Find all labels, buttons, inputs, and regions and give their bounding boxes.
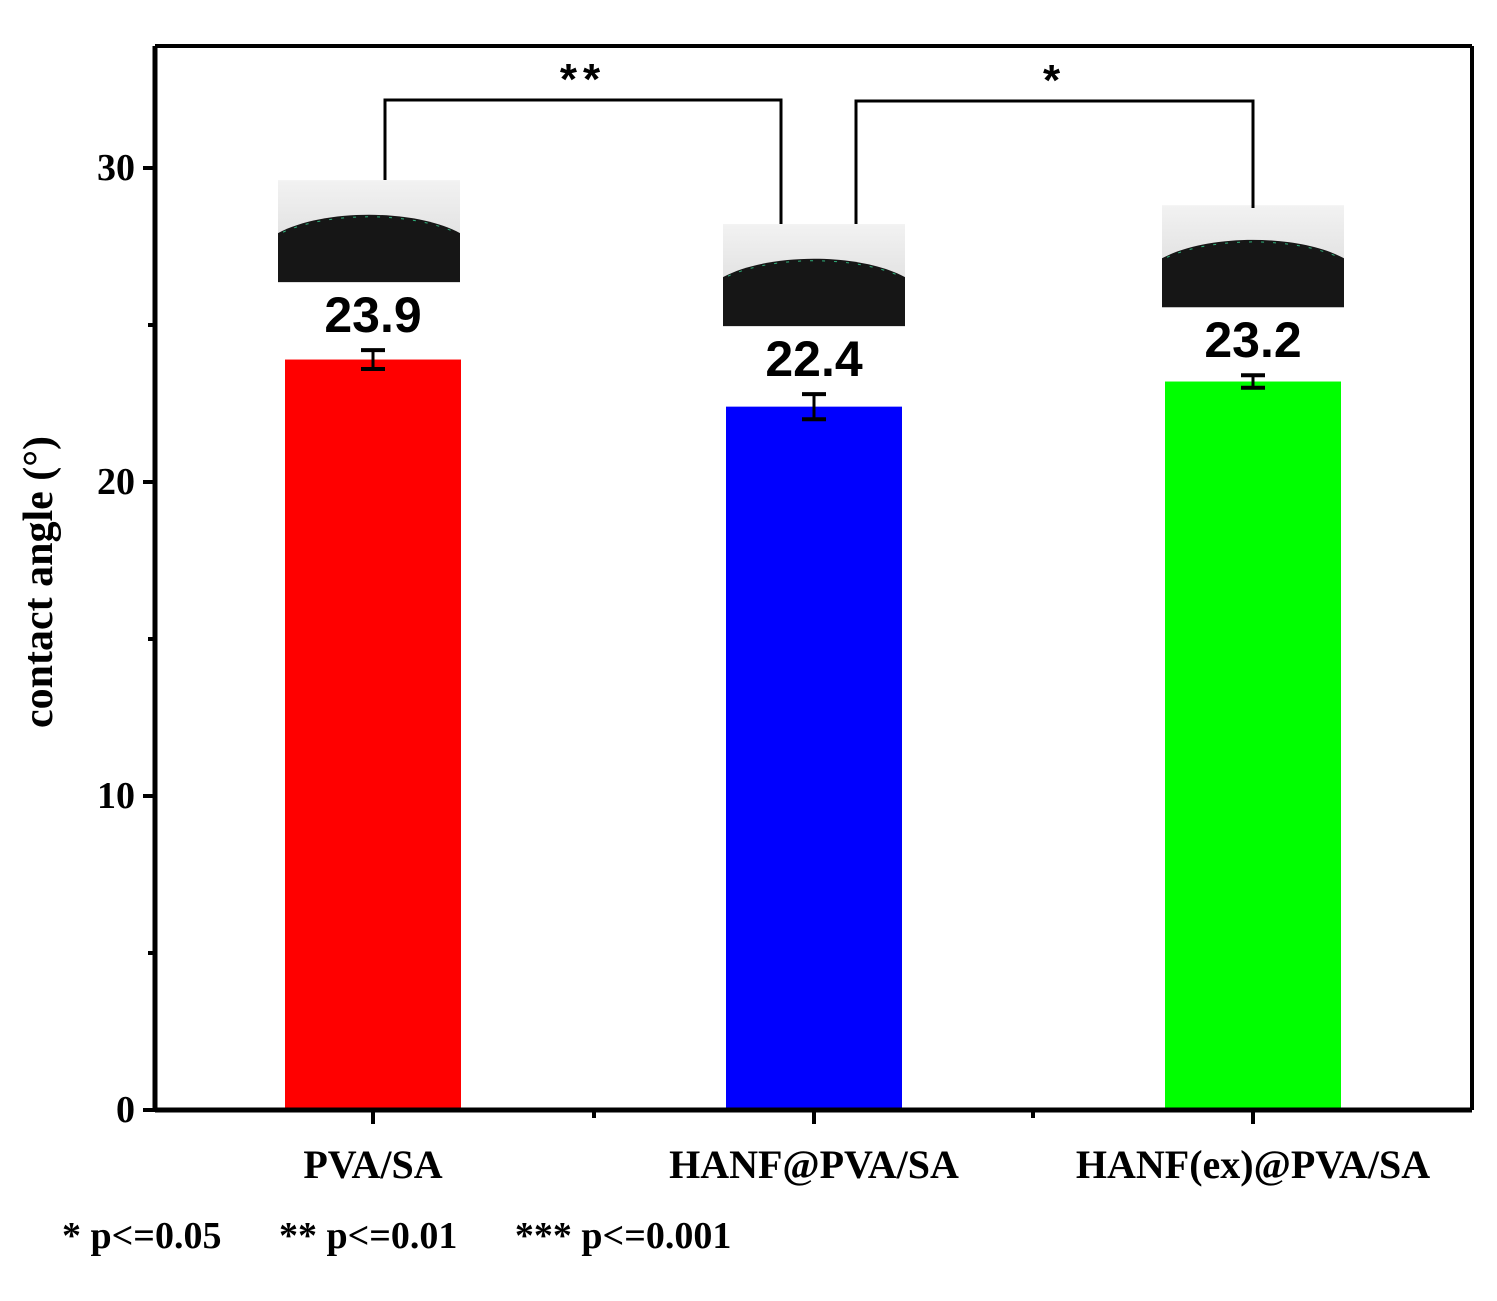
droplet-image xyxy=(278,180,460,283)
error-bar xyxy=(361,348,385,371)
error-bar xyxy=(802,392,826,422)
significance-bracket: * xyxy=(854,56,1255,224)
value-label: 22.4 xyxy=(765,331,863,387)
bars xyxy=(285,359,1341,1110)
y-tick-label: 10 xyxy=(97,775,135,817)
bar xyxy=(1165,381,1341,1110)
y-axis-label: contact angle (°) xyxy=(16,436,62,728)
x-tick-label: HANF(ex)@PVA/SA xyxy=(1076,1142,1430,1187)
droplet-image xyxy=(1162,205,1344,308)
footnote-p005: * p<=0.05 xyxy=(62,1215,222,1257)
x-tick-label: HANF@PVA/SA xyxy=(669,1142,959,1187)
error-bar xyxy=(1241,373,1265,390)
footnote-p0001: *** p<=0.001 xyxy=(514,1215,732,1257)
significance-label: * xyxy=(1043,56,1066,105)
significance-label: ** xyxy=(560,55,606,104)
error-bars xyxy=(361,348,1265,422)
droplet-image xyxy=(723,224,905,327)
droplet-insets xyxy=(278,180,1344,327)
value-label: 23.2 xyxy=(1204,312,1301,368)
axes xyxy=(143,44,1474,1124)
footnote-p001: ** p<=0.01 xyxy=(278,1215,458,1257)
x-tick-label: PVA/SA xyxy=(303,1142,442,1187)
value-label: 23.9 xyxy=(324,287,421,343)
bar xyxy=(285,359,461,1110)
bar xyxy=(726,406,902,1110)
y-tick-label: 30 xyxy=(97,147,135,189)
value-labels: 23.9 22.4 23.2 xyxy=(324,287,1301,387)
y-tick-label: 0 xyxy=(116,1089,135,1131)
significance-brackets: ** * xyxy=(383,55,1255,224)
significance-legend: * p<=0.05 ** p<=0.01 *** p<=0.001 xyxy=(62,1214,779,1258)
significance-bracket: ** xyxy=(383,55,783,224)
y-tick-label: 20 xyxy=(97,461,135,503)
tick-labels: 0 10 20 30 PVA/SA HANF@PVA/SA HANF(ex)@PVA/SA xyxy=(97,147,1430,1187)
